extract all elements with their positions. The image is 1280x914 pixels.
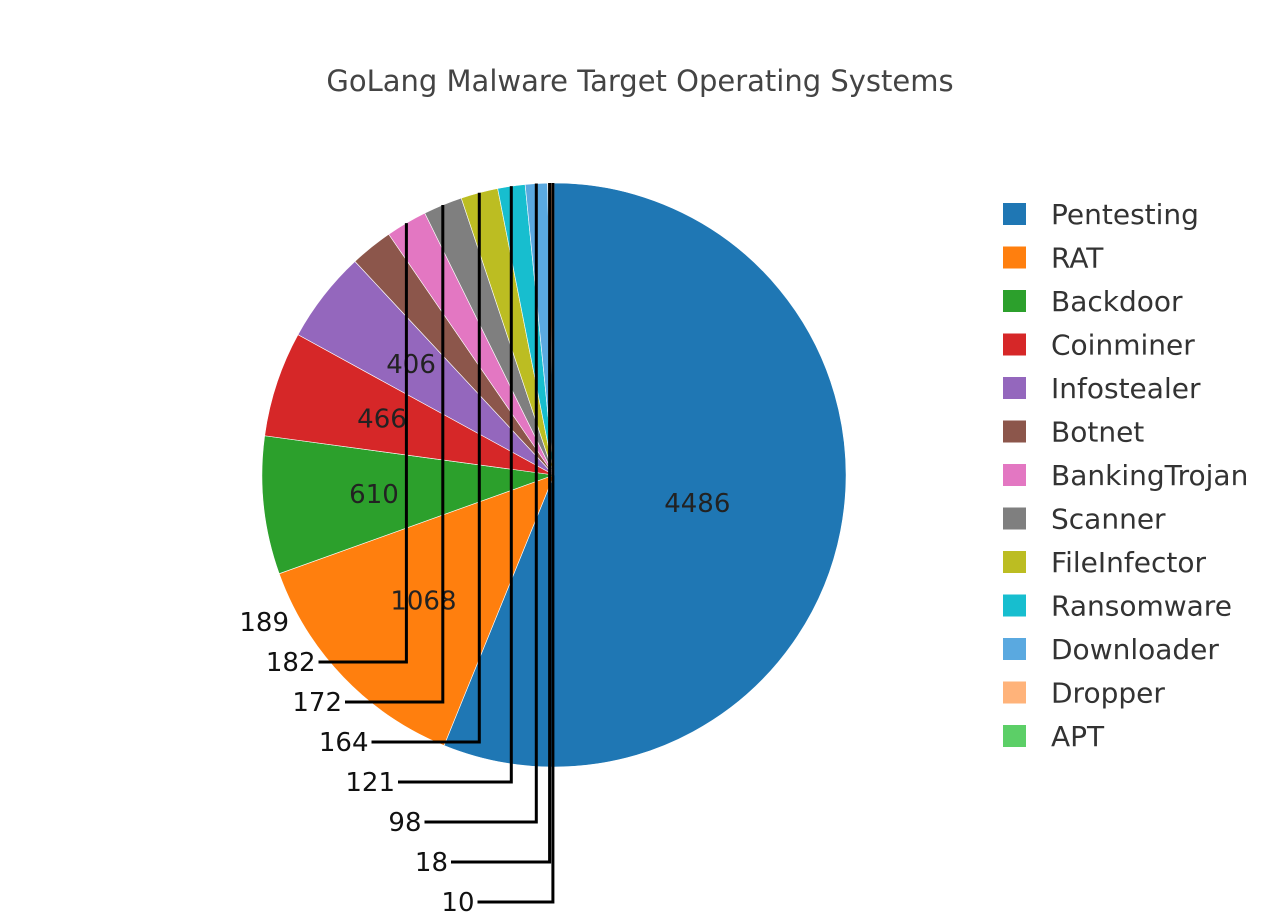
pie-slice-pentesting [443, 182, 847, 768]
legend-label: Infostealer [1051, 372, 1201, 405]
slice-label-botnet: 189 [239, 608, 289, 638]
leader-line-apt [477, 183, 555, 904]
legend-label: FileInfector [1051, 546, 1206, 579]
legend-label: Downloader [1051, 633, 1219, 666]
legend-swatch [1003, 507, 1026, 530]
legend-item-ransomware[interactable]: Ransomware [1003, 590, 1232, 623]
slice-label-downloader: 98 [388, 808, 421, 838]
slice-label-infostealer: 406 [386, 350, 436, 380]
legend-swatch [1003, 464, 1026, 486]
legend-item-dropper[interactable]: Dropper [1003, 677, 1165, 710]
pie-slice-rat [278, 474, 555, 746]
legend-swatch [1003, 420, 1026, 443]
legend-item-fileinfector[interactable]: FileInfector [1003, 546, 1206, 579]
legend-swatch [1003, 333, 1026, 356]
legend-label: RAT [1051, 242, 1104, 275]
legend-swatch [1003, 681, 1026, 704]
slice-label-backdoor: 610 [349, 480, 399, 510]
slice-label-bankingtrojan: 182 [266, 648, 316, 678]
slice-label-coinminer: 466 [357, 404, 407, 434]
legend-item-bankingtrojan[interactable]: BankingTrojan [1003, 459, 1248, 492]
leader-line-dropper [451, 183, 552, 864]
legend-item-backdoor[interactable]: Backdoor [1003, 285, 1183, 318]
legend-label: Scanner [1051, 503, 1166, 536]
slice-label-ransomware: 121 [345, 768, 395, 798]
pie-slice-backdoor [261, 435, 555, 575]
legend-label: APT [1051, 720, 1105, 753]
legend-swatch [1003, 551, 1026, 573]
legend-item-rat[interactable]: RAT [1003, 242, 1104, 275]
leader-line-ransomware [398, 186, 513, 784]
slice-label-fileinfector: 164 [319, 728, 369, 758]
legend-label: Pentesting [1051, 198, 1199, 231]
legend-item-infostealer[interactable]: Infostealer [1003, 372, 1201, 405]
leader-line-downloader [424, 183, 538, 824]
legend-swatch [1003, 725, 1026, 747]
legend-item-coinminer[interactable]: Coinminer [1003, 329, 1195, 362]
legend-swatch [1003, 377, 1026, 399]
legend-swatch [1003, 290, 1026, 312]
legend-label: Ransomware [1051, 590, 1232, 623]
legend-label: BankingTrojan [1051, 459, 1248, 492]
slice-label-dropper: 18 [415, 848, 448, 878]
legend-item-apt[interactable]: APT [1003, 720, 1105, 753]
chart-title: GoLang Malware Target Operating Systems [326, 64, 953, 98]
leader-line-fileinfector [371, 192, 481, 744]
legend-label: Coinminer [1051, 329, 1195, 362]
legend-swatch [1003, 638, 1026, 660]
legend-item-downloader[interactable]: Downloader [1003, 633, 1219, 666]
slice-label-pentesting: 4486 [664, 489, 730, 519]
legend-swatch [1003, 246, 1026, 269]
legend-item-pentesting[interactable]: Pentesting [1003, 198, 1199, 231]
slice-label-scanner: 172 [292, 688, 342, 718]
legend-label: Dropper [1051, 677, 1165, 710]
legend-item-scanner[interactable]: Scanner [1003, 503, 1166, 536]
legend-swatch [1003, 594, 1026, 617]
legend-label: Botnet [1051, 416, 1144, 449]
legend-swatch [1003, 203, 1026, 225]
legend: Pentesting RAT Backdoor Coinminer Infosteale… [1003, 198, 1248, 753]
slice-label-apt: 10 [441, 888, 474, 914]
leader-line-scanner [345, 205, 445, 704]
slice-labels: 4486 1068 610 466 406 189 182 172 164 121 98 18 10 [239, 183, 730, 914]
slice-label-rat: 1068 [390, 586, 456, 616]
leader-line-bankingtrojan [318, 223, 408, 664]
legend-item-botnet[interactable]: Botnet [1003, 416, 1144, 449]
legend-label: Backdoor [1051, 285, 1183, 318]
